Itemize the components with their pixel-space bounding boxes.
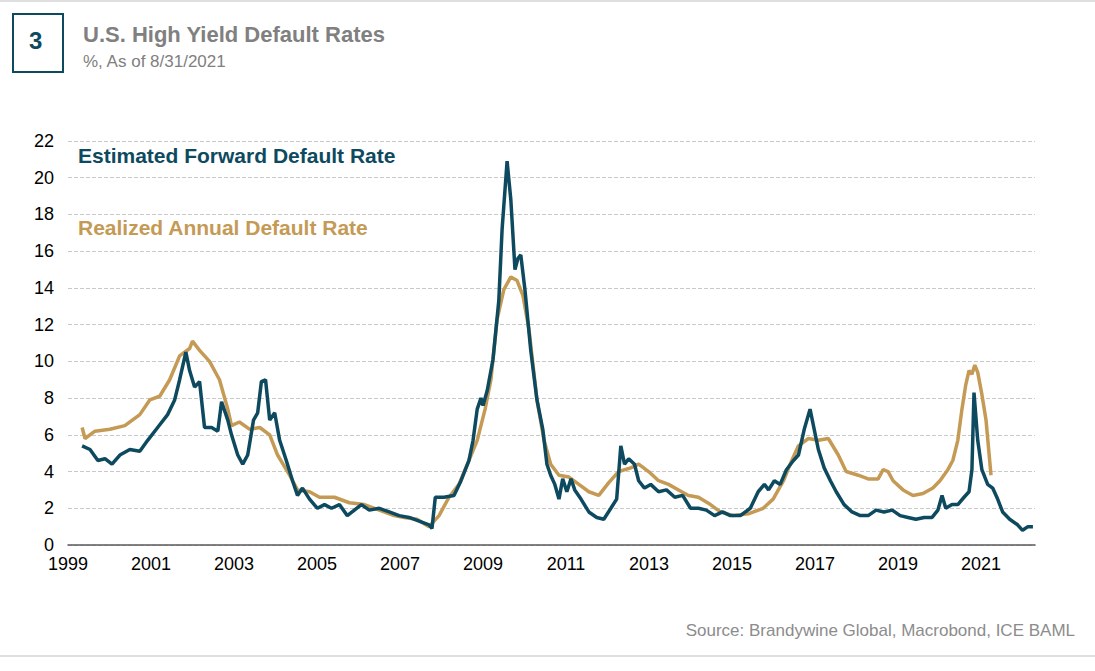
- svg-text:22: 22: [34, 131, 54, 151]
- svg-text:0: 0: [44, 535, 54, 555]
- svg-text:2009: 2009: [463, 554, 503, 574]
- svg-text:6: 6: [44, 425, 54, 445]
- svg-text:%, As of 8/31/2021: %, As of 8/31/2021: [83, 52, 226, 71]
- svg-text:2007: 2007: [380, 554, 420, 574]
- svg-text:20: 20: [34, 168, 54, 188]
- svg-text:2019: 2019: [878, 554, 918, 574]
- svg-text:U.S. High Yield Default Rates: U.S. High Yield Default Rates: [83, 22, 385, 47]
- svg-text:3: 3: [29, 27, 42, 54]
- svg-text:2017: 2017: [795, 554, 835, 574]
- svg-text:1999: 1999: [48, 554, 88, 574]
- svg-text:2003: 2003: [214, 554, 254, 574]
- svg-text:2: 2: [44, 498, 54, 518]
- svg-text:2021: 2021: [961, 554, 1001, 574]
- svg-text:8: 8: [44, 388, 54, 408]
- svg-text:2011: 2011: [547, 554, 586, 574]
- svg-text:2001: 2001: [131, 554, 171, 574]
- svg-text:2005: 2005: [297, 554, 337, 574]
- svg-text:Source: Brandywine Global, Mac: Source: Brandywine Global, Macrobond, IC…: [686, 621, 1075, 640]
- svg-text:16: 16: [34, 241, 54, 261]
- svg-text:10: 10: [34, 351, 54, 371]
- svg-text:Estimated Forward Default Rate: Estimated Forward Default Rate: [78, 144, 395, 167]
- svg-text:Realized Annual Default Rate: Realized Annual Default Rate: [78, 216, 368, 239]
- svg-text:2013: 2013: [629, 554, 669, 574]
- svg-text:18: 18: [34, 204, 54, 224]
- svg-text:12: 12: [34, 315, 54, 335]
- svg-text:4: 4: [44, 462, 54, 482]
- svg-text:14: 14: [34, 278, 54, 298]
- svg-text:2015: 2015: [712, 554, 752, 574]
